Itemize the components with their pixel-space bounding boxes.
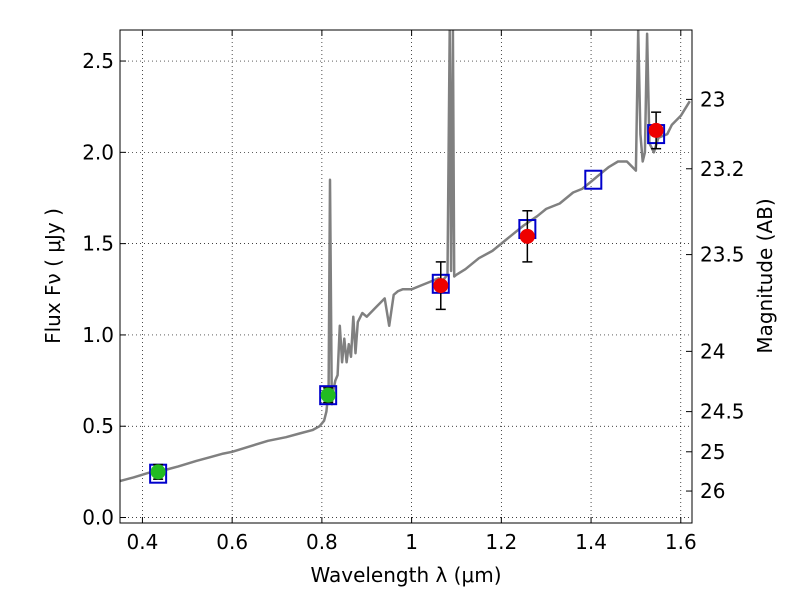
model-photometry-box (584, 169, 603, 190)
y2-axis-ticks: 23 23.2 23.5 24 24.5 25 26 (686, 87, 745, 503)
data-marker (433, 278, 449, 294)
y2-tick-label: 25 (700, 440, 725, 464)
y-tick-label: 0.0 (82, 506, 114, 530)
x-tick-label: 1.6 (665, 530, 697, 554)
plot-background (120, 30, 692, 523)
y-tick-label: 1.0 (82, 323, 114, 347)
data-marker (320, 387, 336, 403)
model-photometry-boxes (149, 124, 666, 484)
data-marker (519, 228, 535, 244)
x-tick-label: 0.4 (127, 530, 159, 554)
x-axis-ticks: 0.4 0.6 0.8 1 1.2 1.4 1.6 (127, 30, 697, 554)
x-axis-label: Wavelength λ (μm) (310, 563, 501, 587)
grid-lines (120, 30, 692, 523)
plot-frame (119, 29, 693, 524)
x-tick-label: 0.6 (216, 530, 248, 554)
y-tick-label: 2.5 (82, 49, 114, 73)
x-tick-label: 0.8 (306, 530, 338, 554)
model-photometry-box (319, 385, 338, 406)
x-tick-label: 1.4 (575, 530, 607, 554)
y-axis-label: Flux Fν ( μJy ) (41, 208, 65, 344)
red-data-point (433, 261, 449, 311)
y-axis-ticks: 0.0 0.5 1.0 1.5 2.0 2.5 (82, 49, 126, 530)
y2-tick-label: 26 (700, 479, 725, 503)
y2-tick-label: 24.5 (700, 400, 745, 424)
y2-axis-label: Magnitude (AB) (753, 198, 777, 353)
green-data-point (150, 463, 166, 480)
observed-points (150, 111, 664, 480)
y2-tick-label: 24 (700, 339, 725, 363)
y2-tick-label: 23.5 (700, 243, 745, 267)
y2-tick-label: 23 (700, 87, 725, 111)
data-marker (648, 122, 664, 138)
y2-tick-label: 23.2 (700, 157, 745, 181)
y-tick-label: 1.5 (82, 232, 114, 256)
red-data-point (648, 111, 664, 150)
y-tick-label: 2.0 (82, 140, 114, 164)
red-data-point (519, 210, 535, 263)
model-spectrum-group (120, 30, 691, 483)
data-marker (150, 464, 166, 480)
y-tick-label: 0.5 (82, 414, 114, 438)
green-data-point (320, 387, 336, 404)
x-tick-label: 1 (405, 530, 418, 554)
model-spectrum-line (120, 30, 691, 483)
x-tick-label: 1.2 (485, 530, 517, 554)
